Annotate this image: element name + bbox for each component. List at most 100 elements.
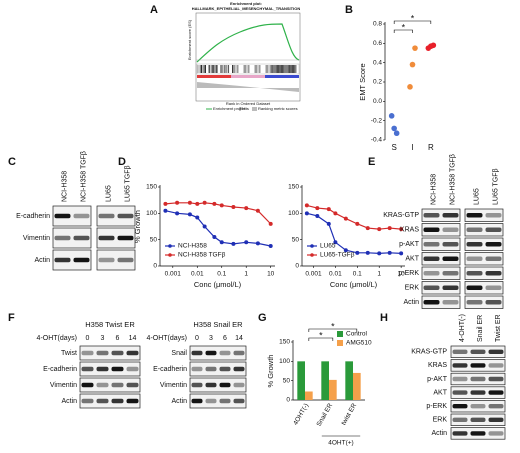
blot-band [54,213,71,219]
column-label: 0 [86,335,90,342]
blot-band [126,350,139,356]
blot-strip [52,227,92,249]
blot-band [442,256,459,261]
x-tick-label: twist ER [340,402,358,426]
hits [197,65,297,73]
blot-band [126,382,139,388]
blot-band [96,382,109,388]
blot-band [126,366,139,372]
point [231,241,236,246]
point [219,240,224,245]
x-tick-label: 0.1 [217,271,226,278]
blot-band [466,227,483,232]
column-label: NCI-H358 [430,174,437,205]
blot-strip [189,345,247,361]
column-label: LU65 TGFβ [124,165,131,202]
row-label: p-ERK [426,403,447,410]
legend-label: NCI-H358 TGFβ [178,252,226,259]
blot-band [485,256,502,261]
point [244,240,249,245]
column-header: 4-OHT(days) [37,335,77,342]
blot-band [442,227,459,232]
blot-strip [464,295,504,309]
blot-band [73,257,90,263]
x-tick-label: 10 [267,271,275,278]
blot-strip [96,205,136,227]
y-tick-label: 50 [292,236,300,243]
row-label: KRAS [400,227,419,234]
blot-strip [79,361,141,377]
point [187,212,192,217]
rank-bar-blue [265,75,299,78]
point [391,125,397,132]
blot-title: H358 Twist ER [85,320,135,329]
point [407,84,413,90]
x-tick-label: 0.01 [191,271,204,278]
panel-label: C [8,156,16,168]
point [326,221,331,226]
blot-band [96,366,109,372]
legend-label: Ranking metric scores [258,106,298,111]
row-label: p-AKT [427,376,448,383]
blot-band [452,431,468,436]
blot-band [488,363,504,368]
x-tick-label: 0.001 [305,271,322,278]
blot-band [452,417,468,422]
sig-star: * [402,22,406,32]
blot-band [98,213,115,219]
y-tick-label: 150 [288,184,299,191]
blot-band [205,366,217,372]
sig-star: * [331,321,335,331]
row-label: E-cadherin [153,366,187,373]
column-label: 3 [209,335,213,342]
blot-strip [52,249,92,271]
blot-band [191,366,203,372]
point [430,42,437,49]
blot-band [470,390,486,395]
blot-band [233,382,245,388]
blot-band [81,366,94,372]
point [163,201,168,206]
column-label: NCI-H358 TGFβ [449,154,456,205]
point [343,248,348,253]
legend-label: Hits [242,106,249,111]
blot-band [442,242,459,247]
blot-band [111,350,124,356]
point [202,224,207,229]
point [333,211,338,216]
point [231,205,236,210]
blot-band [423,242,440,247]
rank-bar-red [197,75,231,78]
point [333,240,338,245]
point [365,250,370,255]
point [315,213,320,218]
blot-band [488,417,504,422]
blot-strip [464,252,504,266]
x-tick-label: 1 [244,271,248,278]
x-tick-label: R [428,143,434,152]
column-label: 6 [223,335,227,342]
point [343,216,348,221]
point [187,200,192,205]
blot-band [452,349,468,354]
blot-band [442,271,459,276]
blot-band [488,376,504,382]
blot-band [205,350,217,356]
x-axis-label: Conc (μmol/L) [330,280,378,289]
bar [297,361,305,400]
blot-band [452,363,468,368]
legend-marker [310,253,314,257]
blot-band [96,350,109,356]
row-label: KRAS [428,362,447,369]
x-tick-label: S [391,143,396,152]
blot-band [73,235,90,241]
blot-band [452,404,468,409]
blot-band [470,363,486,368]
y-tick-label: 50 [150,236,158,243]
blot-band [452,376,468,382]
blot-strip [421,223,461,237]
blot-band [466,285,483,290]
column-label: NCI-H358 TGFβ [80,151,87,202]
panel-label: A [150,4,158,16]
point [304,211,309,216]
